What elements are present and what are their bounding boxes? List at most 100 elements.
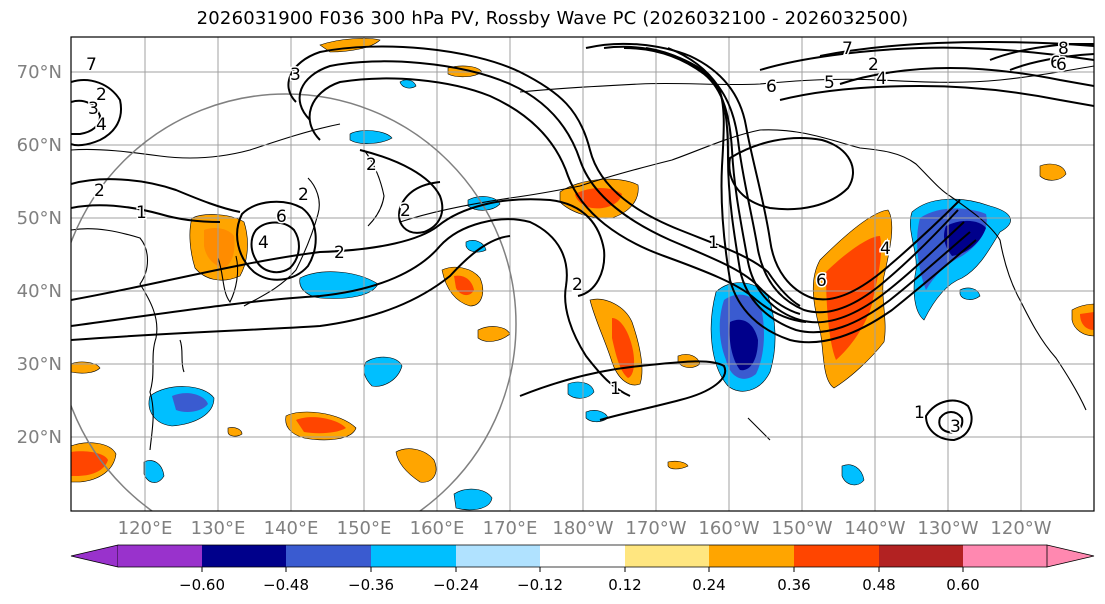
pv-contour [71,235,511,341]
pv-contour [779,84,1094,107]
contour-label: 2 [298,185,309,205]
contour-label: 3 [290,65,301,85]
contour-label: 4 [258,233,269,253]
pv-anomaly-shading [71,38,1094,511]
coastline-asia [71,228,158,451]
map-border [70,36,1095,512]
contour-label: 2 [868,55,879,75]
coastline-japan [243,177,320,307]
contour-label: 7 [842,39,853,59]
pv-contour [989,43,1094,61]
graticule [71,37,1094,511]
coastline-siberia [71,123,341,159]
pv-contour [250,221,300,274]
coastline-north-america [949,195,1087,411]
pv-contour [359,149,444,234]
colorbar-tick-label: −0.48 [263,576,309,594]
lon-label: 170°E [483,518,538,539]
latitude-labels: 70°N 60°N 50°N 40°N 30°N 20°N [17,62,62,448]
lon-label: 120°W [990,518,1051,539]
colorbar-segment [540,545,625,567]
pv-contour [839,66,1094,87]
colorbar-outline [118,544,1047,568]
pv-contour [1009,53,1094,71]
longitude-labels: 120°E 130°E 140°E 150°E 160°E 170°E 180°… [118,518,1052,539]
colorbar-segment [625,545,709,567]
colorbar-tick-label: −0.24 [433,576,479,594]
pv-contour [71,99,102,135]
lat-label: 30°N [17,354,62,375]
lat-label: 50°N [17,208,62,229]
contour-label: 4 [96,115,107,135]
contour-label: 3 [950,417,961,437]
pv-contour [728,137,854,211]
lat-label: 60°N [17,135,62,156]
pv-contour [71,218,631,397]
pv-contour [236,200,317,281]
contour-label: 7 [86,55,97,75]
pv-contour [667,47,977,344]
colorbar-tick-label: 0.60 [946,576,979,594]
pv-contour [938,411,964,434]
colorbar-segment [456,545,540,567]
contour-label: 2 [96,85,107,105]
pv-contour [519,360,727,421]
coastline-alaska [579,129,951,197]
colorbar-tick-label: −0.60 [179,576,225,594]
contour-label: 4 [876,69,887,89]
pv-contour [645,47,971,334]
lon-label: 130°E [191,518,246,539]
colorbar-tick-label: −0.12 [517,576,563,594]
colorbar-tick-label: 0.12 [608,576,641,594]
colorbar-segment [118,545,202,567]
lat-label: 70°N [17,62,62,83]
lon-label: 150°E [337,518,392,539]
contour-label: 3 [88,99,99,119]
colorbar-segment [202,545,286,567]
coastline-alaska-north [519,65,1094,93]
pv-contour [287,45,801,307]
pv-contour [298,60,801,315]
lon-label: 130°W [917,518,978,539]
colorbar-tick-label: 0.24 [692,576,725,594]
contour-label: 2 [334,243,345,263]
lon-label: 160°E [410,518,465,539]
lon-label: 170°W [625,518,686,539]
lon-label: 180°W [552,518,613,539]
pv-contour [924,399,973,442]
coastline-korea [217,255,239,304]
colorbar-segment [286,545,371,567]
contour-labels: 7 2 3 4 2 1 3 2 6 2 4 2 2 2 1 6 5 4 7 2 … [85,38,1071,439]
colorbar-extend-low [70,544,119,568]
contour-label: 6 [1050,53,1061,73]
colorbar-segment [709,545,794,567]
contour-label: 1 [610,379,621,399]
contour-label: 2 [94,181,105,201]
contour-label: 1 [136,203,147,223]
colorbar-tick-label: 0.36 [777,576,810,594]
contour-label: 2 [366,155,377,175]
map-title: 2026031900 F036 300 hPa PV, Rossby Wave … [196,8,909,29]
colorbar-tick-label: 0.48 [862,576,895,594]
pv-contour [308,77,807,323]
contour-label: 6 [1056,55,1067,75]
reference-circle [71,93,517,511]
pv-contour [71,79,122,147]
lon-label: 120°E [118,518,173,539]
coastline-kamchatka [363,149,385,227]
pv-contours [71,40,1094,442]
lat-label: 20°N [17,427,62,448]
pv-contour [759,46,1094,71]
contour-label: 6 [816,271,827,291]
pv-contour [71,204,221,223]
pv-contour [71,178,241,213]
colorbar-segment [371,545,456,567]
pv-contour [585,42,961,301]
lon-label: 140°E [264,518,319,539]
colorbar-segment [879,545,963,567]
lon-label: 160°W [698,518,759,539]
colorbar-segment [794,545,879,567]
colorbar: −0.60 −0.48 −0.36 −0.24 −0.12 0.12 0.24 … [70,544,1095,594]
contour-label: 2 [400,201,411,221]
